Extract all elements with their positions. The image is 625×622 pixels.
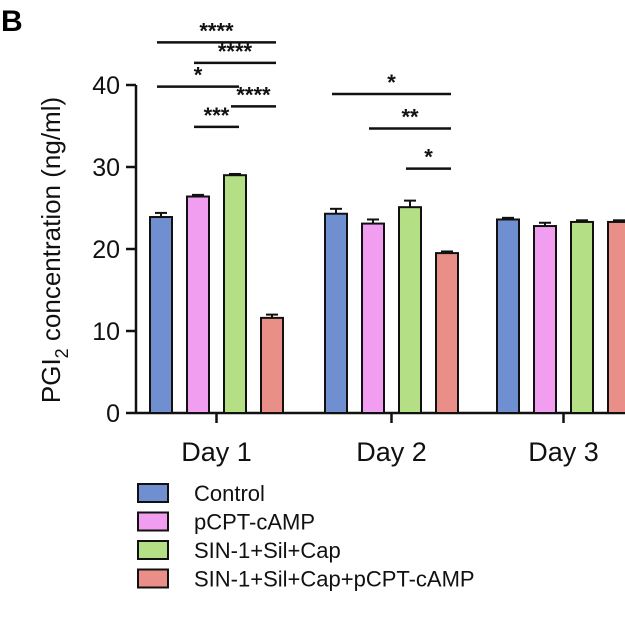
bar [607,220,625,414]
significance-label: ** [401,104,419,129]
bar [186,195,210,414]
y-tick-label: 40 [92,72,120,100]
significance-annotations: ******************** [157,18,451,170]
bar [496,218,520,414]
bar [324,212,348,414]
panel-label: B [1,5,23,38]
x-tick-label: Day 2 [356,437,427,467]
bar [570,220,594,414]
y-tick-label: 10 [92,318,120,346]
x-tick-label: Day 3 [528,437,599,467]
y-tick-label: 0 [106,400,120,428]
significance-label: * [194,63,203,88]
y-axis-title: PGI2 concentration (ng/ml) [36,97,72,403]
bar [361,222,385,414]
legend-swatch [137,483,169,503]
significance-label: **** [236,82,271,107]
bar [149,216,173,414]
significance-label: *** [204,103,230,128]
bar [398,206,422,414]
y-axis-title-main: PGI [36,358,66,403]
y-tick-label: 20 [92,236,120,264]
legend-swatch [137,511,169,532]
legend-swatch [137,540,169,560]
bar [435,252,459,414]
y-axis-title-subscript: 2 [52,348,72,358]
significance-label: * [424,145,433,170]
significance-label: **** [199,18,234,43]
bars [149,172,625,415]
y-tick-label: 30 [92,154,120,182]
significance-label: **** [218,39,253,64]
x-tick-label: Day 1 [181,437,252,467]
bar [223,174,247,414]
bar [533,225,557,414]
axes: 0 10 20 30 40 Day 1 Day 2 Day 3 [92,72,625,467]
legend-entry: pCPT-cAMP [194,510,315,535]
legend-entry: SIN-1+Sil+Cap [194,538,341,563]
legend-entry: SIN-1+Sil+Cap+pCPT-cAMP [194,567,475,592]
legend-entry: Control [194,481,265,506]
legend-swatch [137,568,169,589]
y-axis-title-rest: concentration (ng/ml) [36,97,66,348]
legend: Control pCPT-cAMP SIN-1+Sil+Cap SIN-1+Sil+C… [137,481,475,592]
significance-label: * [387,70,396,95]
bar [260,316,284,415]
